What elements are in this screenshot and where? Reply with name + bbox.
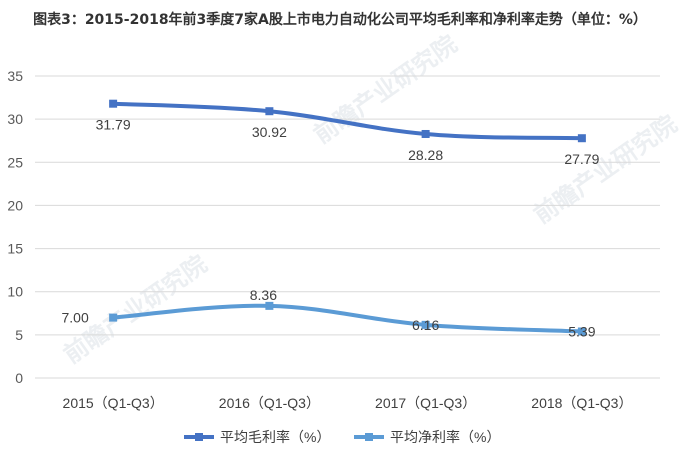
data-label: 6.16 [412,317,439,333]
data-label: 31.79 [96,117,131,133]
data-label: 27.79 [564,151,599,167]
data-label: 7.00 [62,310,89,326]
data-label: 5.39 [568,323,595,339]
series-group [109,99,586,336]
y-tick-label: 5 [15,327,23,343]
chart-title: 图表3：2015-2018年前3季度7家A股上市电力自动化公司平均毛利率和净利率… [33,12,647,28]
y-tick-label: 10 [7,284,23,300]
data-label: 30.92 [252,124,287,140]
x-tick-label: 2015（Q1-Q3） [63,395,164,411]
x-tick-label: 2016（Q1-Q3） [219,395,320,411]
legend-swatch-marker [195,433,203,441]
data-point [577,327,586,336]
grid-lines [35,75,660,379]
y-tick-label: 30 [7,111,23,127]
data-point [265,301,274,310]
y-tick-label: 20 [7,197,23,213]
data-point [421,320,430,329]
data-labels: 31.79 30.92 28.28 27.79 7.00 8.36 6.16 5.39 [62,117,600,340]
y-tick-label: 25 [7,154,23,170]
data-label: 28.28 [408,147,443,163]
data-point [421,129,430,138]
y-tick-label: 35 [7,68,23,84]
series-line [111,303,584,334]
series-line [111,101,584,141]
legend-label: 平均净利率（%） [390,429,500,445]
y-tick-label: 0 [15,370,23,386]
x-tick-label: 2017（Q1-Q3） [375,395,476,411]
data-label: 8.36 [250,287,277,303]
legend: 平均毛利率（%） 平均净利率（%） [184,429,500,445]
data-point [109,99,118,108]
data-point [265,107,274,116]
y-tick-label: 15 [7,241,23,257]
data-point [577,134,586,143]
x-tick-labels: 2015（Q1-Q3） 2016（Q1-Q3） 2017（Q1-Q3） 2018（Q1… [63,395,633,411]
x-tick-label: 2018（Q1-Q3） [531,395,632,411]
legend-label: 平均毛利率（%） [220,429,330,445]
y-tick-labels: 0 5 10 15 20 25 30 35 [7,68,23,386]
legend-swatch-marker [365,433,373,441]
data-point [109,313,118,322]
